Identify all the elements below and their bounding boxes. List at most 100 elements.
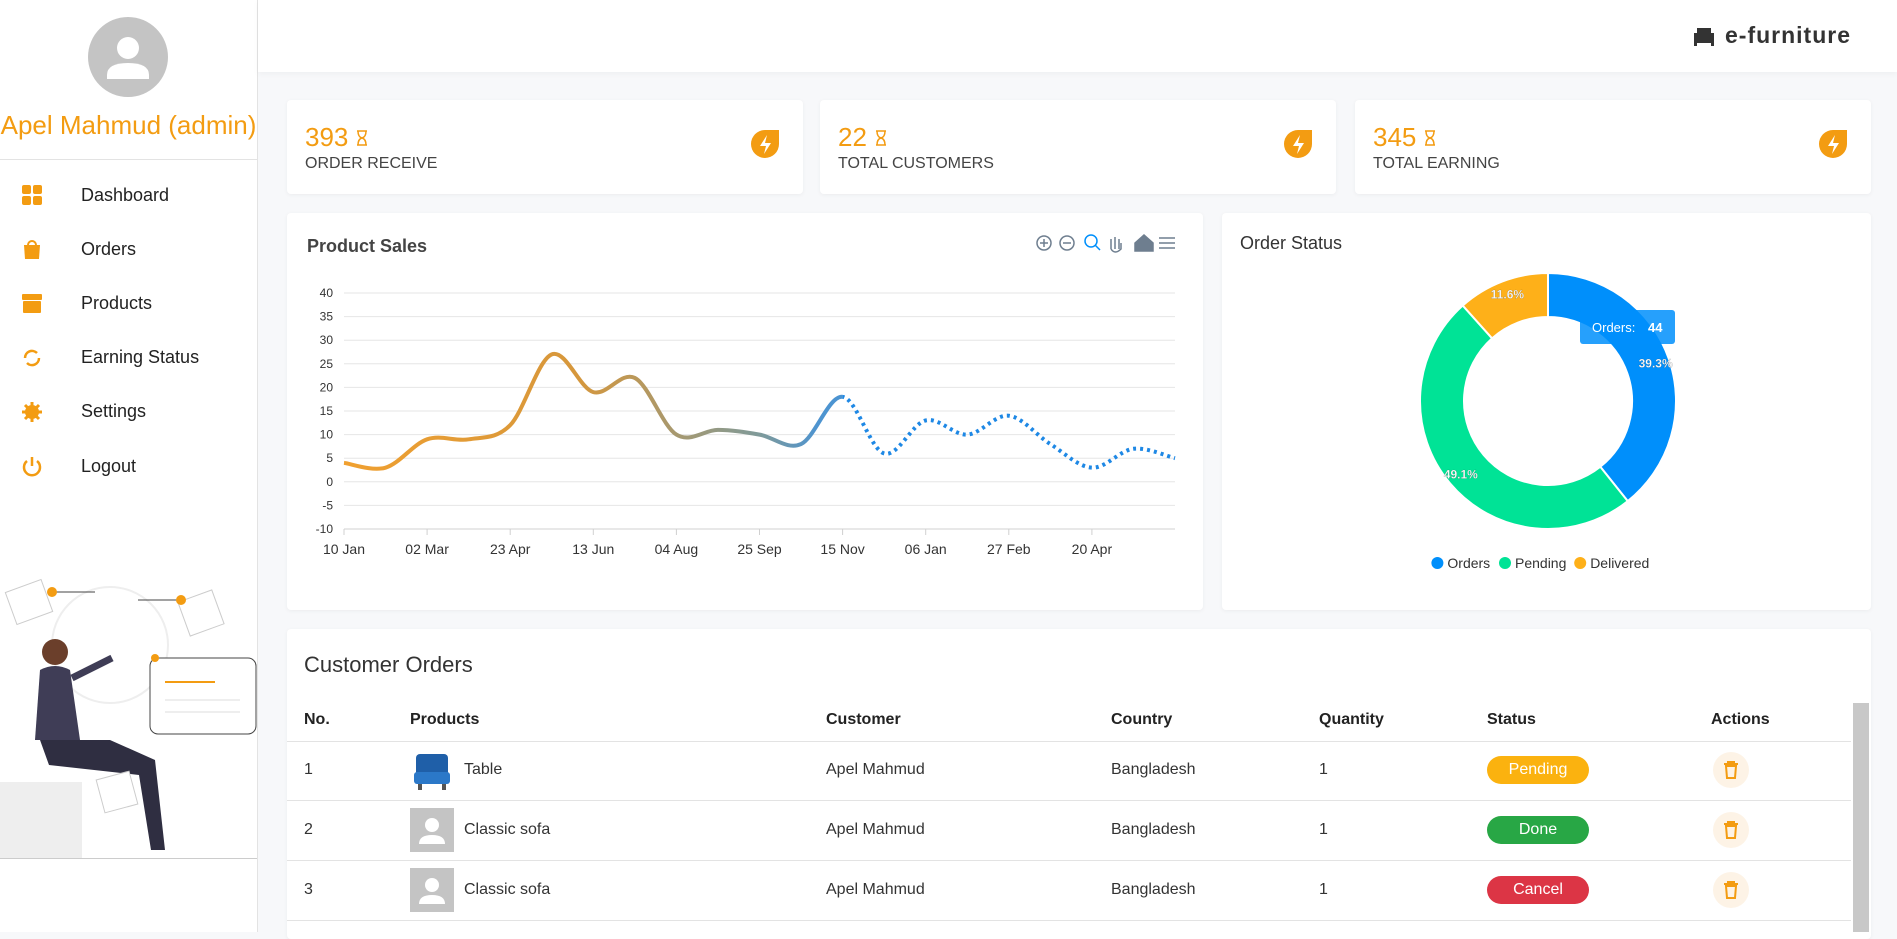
x-tick-label: 15 Nov (820, 541, 864, 557)
product-thumb (410, 868, 454, 912)
stat-number: 22 (838, 122, 867, 152)
cell-product: Classic sofa (464, 881, 551, 898)
stat-card: 22 TOTAL CUSTOMERS (820, 100, 1336, 194)
menu-icon (23, 349, 41, 366)
row-divider (287, 920, 1851, 921)
delete-button[interactable] (1713, 752, 1749, 788)
stat-icon (751, 130, 779, 158)
stat-value: 393 (305, 122, 368, 153)
table-header: Quantity (1319, 711, 1384, 728)
menu-label: Logout (81, 455, 137, 476)
legend-label: Delivered (1590, 555, 1649, 571)
cell-quantity: 1 (1319, 761, 1328, 778)
cell-no: 1 (304, 761, 313, 778)
row-divider (287, 860, 1851, 861)
x-tick-label: 27 Feb (987, 541, 1031, 557)
menu-item[interactable]: Settings (0, 392, 257, 432)
menu-label: Orders (81, 238, 137, 259)
stat-number: 345 (1373, 122, 1417, 152)
row-divider (287, 741, 1851, 742)
delete-button[interactable] (1713, 812, 1749, 848)
y-tick-label: 35 (320, 310, 334, 324)
status-badge: Cancel (1487, 876, 1589, 904)
menu-label: Dashboard (81, 184, 170, 205)
y-tick-label: 0 (326, 475, 333, 489)
x-tick-label: 23 Apr (490, 541, 531, 557)
row-divider (287, 800, 1851, 801)
menu-item[interactable]: Orders (0, 229, 257, 269)
y-tick-label: -10 (316, 522, 334, 536)
slice-label: 11.6% (1491, 287, 1525, 301)
user-name: Apel Mahmud (admin) (0, 110, 257, 140)
x-tick-label: 20 Apr (1072, 541, 1113, 557)
menu-icon (22, 185, 42, 205)
x-tick-label: 25 Sep (737, 541, 782, 557)
x-tick-label: 02 Mar (405, 541, 449, 557)
cell-product: Table (464, 761, 503, 778)
y-tick-label: 25 (320, 357, 334, 371)
cell-country: Bangladesh (1111, 761, 1196, 778)
orders-card (287, 629, 1871, 939)
y-tick-label: 20 (320, 380, 334, 394)
y-tick-label: 30 (320, 333, 334, 347)
menu-item[interactable]: Logout (0, 446, 257, 486)
stat-label: ORDER RECEIVE (305, 155, 438, 172)
table-header: Products (410, 711, 480, 728)
y-tick-label: -5 (322, 498, 333, 512)
tooltip (1580, 310, 1675, 344)
menu-icon (22, 457, 42, 477)
sales-line (343, 352, 843, 471)
legend-label: Pending (1515, 555, 1566, 571)
x-tick-label: 06 Jan (905, 541, 947, 557)
table-header: Customer (826, 711, 901, 728)
table-header: Actions (1711, 711, 1770, 728)
cell-customer: Apel Mahmud (826, 881, 925, 898)
menu-item[interactable]: Earning Status (0, 338, 257, 378)
cell-customer: Apel Mahmud (826, 761, 925, 778)
tooltip-value: 44 (1648, 320, 1663, 335)
legend-swatch (1574, 557, 1587, 569)
table-header: Status (1487, 711, 1536, 728)
donut-slice (1419, 304, 1630, 530)
table-header: No. (304, 711, 330, 728)
menu-item[interactable]: Products (0, 283, 257, 323)
chart-title: Order Status (1240, 233, 1342, 253)
delete-button[interactable] (1713, 872, 1749, 908)
hourglass-icon (357, 130, 368, 146)
y-tick-label: 5 (326, 451, 333, 465)
status-badge: Pending (1487, 756, 1589, 784)
stat-number: 393 (305, 122, 349, 152)
slice-label: 49.1% (1444, 467, 1478, 481)
y-tick-label: 10 (320, 428, 334, 442)
cell-country: Bangladesh (1111, 881, 1196, 898)
divider (0, 159, 257, 160)
menu-label: Settings (81, 401, 147, 422)
stat-value: 345 (1373, 122, 1436, 153)
product-thumb (414, 754, 450, 790)
x-tick-label: 13 Jun (572, 541, 614, 557)
menu-label: Earning Status (81, 347, 200, 368)
status-chart: Order Status 39.3% 49.1% 11.6% Orders Pending… (1240, 233, 1677, 571)
status-badge: Done (1487, 816, 1589, 844)
legend-swatch (1431, 557, 1444, 569)
table-title: Customer Orders (304, 652, 473, 677)
toolbar[interactable] (1036, 233, 1175, 253)
divider (0, 858, 257, 859)
menu-item[interactable]: Dashboard (0, 175, 257, 215)
menu-icon (22, 294, 42, 314)
hourglass-icon (875, 130, 886, 146)
product-thumb (410, 808, 454, 852)
legend-swatch (1499, 557, 1511, 569)
illustration (0, 578, 257, 858)
menu-icon (22, 401, 42, 422)
sales-chart: Product Sales -10 -5 0 5 10 15 20 25 30 35 40 10 Jan… (307, 233, 1176, 557)
stat-card: 393 ORDER RECEIVE (287, 100, 803, 194)
cell-no: 3 (304, 881, 313, 898)
header: e-furniture (258, 0, 1897, 72)
x-tick-label: 04 Aug (655, 541, 699, 557)
menu-label: Products (81, 292, 153, 313)
stat-icon (1284, 130, 1312, 158)
slice-label: 39.3% (1639, 356, 1673, 370)
scrollbar (1853, 703, 1869, 932)
